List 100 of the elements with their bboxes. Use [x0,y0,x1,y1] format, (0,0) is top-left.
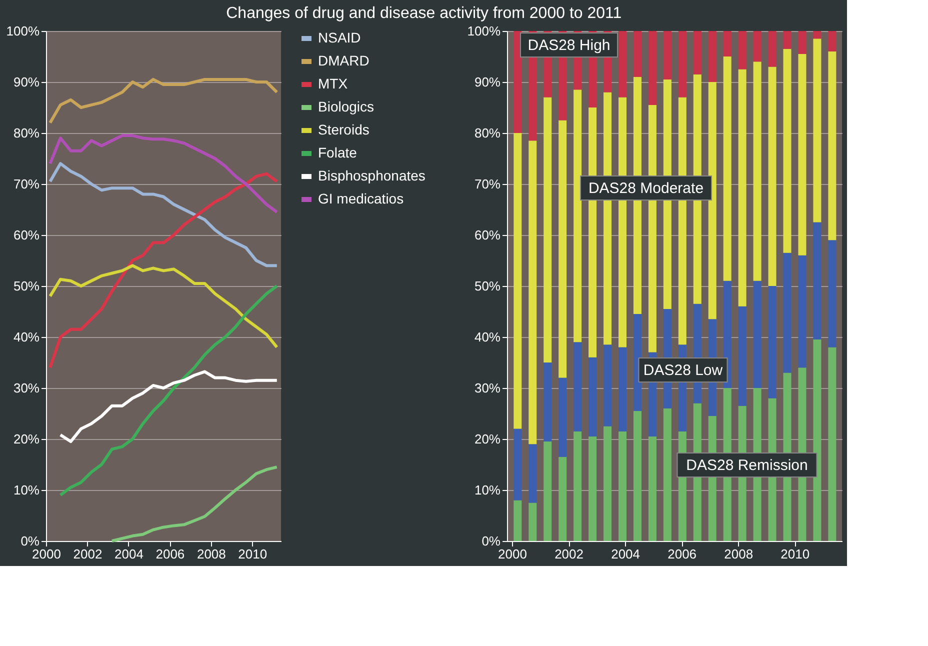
y-tick-label: 90% [474,74,501,90]
x-tick-label: 2010 [780,546,810,562]
bar [648,31,656,105]
line-series [48,78,278,124]
line-series [48,162,278,268]
y-tick-label: 50% [474,278,501,294]
bar [723,56,732,281]
series-label: DAS28 Remission [686,457,808,474]
bar [648,436,656,541]
bar [633,314,642,411]
legend-label: DMARD [318,52,370,68]
y-tick-label: 10% [13,482,40,498]
series-label: DAS28 Moderate [588,180,704,197]
x-tick-label: 2002 [554,546,584,562]
bar [813,222,822,340]
y-tick-label: 100% [6,24,40,38]
bar [783,48,792,253]
bar [783,31,792,49]
bar [828,31,836,52]
bar [828,240,836,348]
y-tick-label: 100% [467,24,501,38]
y-tick-label: 0% [20,534,40,548]
bar [723,31,732,56]
line-series [48,172,278,370]
bar [663,31,672,80]
bar [604,344,612,426]
y-tick-label: 20% [13,432,40,446]
x-tick-label: 2010 [238,546,268,562]
y-tick-label: 40% [474,330,501,344]
y-tick-label: 50% [13,278,40,294]
bar [768,286,776,398]
x-tick-label: 2000 [498,546,527,562]
bar [753,62,762,281]
x-tick-label: 2006 [668,546,697,562]
x-tick-label: 2008 [196,546,226,562]
bar [558,378,567,457]
bar [783,252,792,373]
bar [558,456,567,541]
legend-label: Bisphosphonates [318,168,426,184]
bar [678,31,686,98]
bar [544,97,552,362]
line-series [48,264,278,349]
legend-label: NSAID [318,30,361,46]
y-tick-label: 0% [482,534,501,548]
x-tick-label: 2006 [156,546,185,562]
x-tick-label: 2000 [32,546,61,562]
y-tick-label: 20% [474,432,501,446]
bar [618,347,626,432]
legend-label: Steroids [318,122,370,138]
y-tick-label: 40% [13,330,40,344]
bar [604,426,612,541]
bar [693,31,702,74]
bar [544,362,552,442]
bar [574,431,582,541]
bar [813,31,822,39]
legend-label: GI medicatios [318,190,404,206]
bar [813,38,822,222]
series-label: DAS28 Low [643,362,723,379]
bar [633,31,642,77]
bar [618,431,626,541]
bar [558,120,567,378]
bar [618,31,626,98]
line-series [58,370,278,444]
x-tick-label: 2002 [73,546,102,562]
y-tick-label: 60% [474,228,501,242]
legend-label: Biologics [318,98,374,114]
y-tick-label: 80% [474,126,501,140]
y-tick-label: 80% [13,126,40,140]
bar [514,31,522,133]
bar [708,82,716,320]
bar [574,90,582,342]
series-label: DAS28 High [528,37,610,54]
y-tick-label: 90% [13,74,40,90]
bar [753,31,762,62]
bar [753,280,762,388]
y-tick-label: 30% [474,380,501,396]
bar [813,340,822,541]
bar [798,31,806,54]
bar [828,51,836,240]
bar [528,502,537,541]
legend-label: Folate [318,144,358,160]
bar [514,133,522,429]
line-series [58,284,278,497]
bar [514,500,522,541]
bar [738,69,746,306]
bar [798,255,806,368]
y-tick-label: 30% [13,380,40,396]
bar [528,140,537,444]
bar [828,347,836,541]
bar [798,54,806,256]
bar [708,31,716,82]
bar [588,357,597,436]
y-tick-label: 70% [13,176,40,192]
x-tick-label: 2008 [724,546,754,562]
bar [528,444,537,503]
x-tick-label: 2004 [114,546,144,562]
y-tick-label: 70% [474,176,501,192]
y-tick-label: 60% [13,228,40,242]
bar [768,31,776,67]
line-series [110,466,278,542]
